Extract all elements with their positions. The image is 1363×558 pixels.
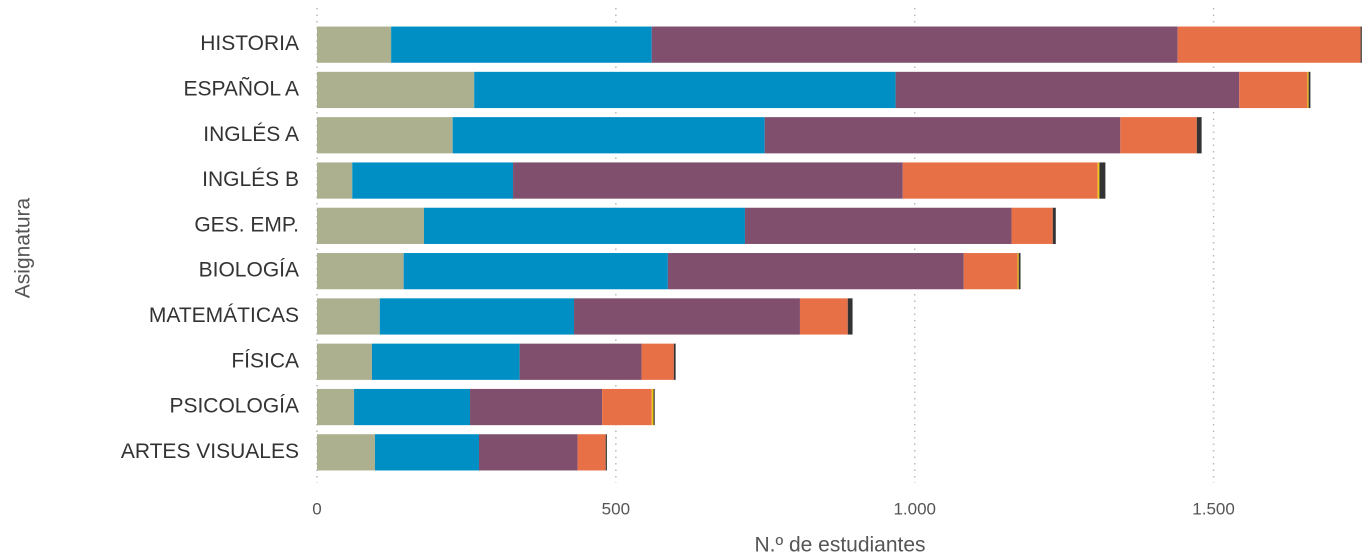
bar-segment (513, 162, 903, 199)
bar-segment (354, 388, 471, 426)
bar-segment (519, 343, 642, 380)
bar-segment (474, 71, 896, 109)
bar-segment (379, 298, 575, 335)
bar-segment (317, 71, 475, 109)
bar-segment (317, 343, 372, 380)
x-tick-label: 1.500 (1192, 499, 1235, 518)
bar-segment (470, 388, 603, 426)
bar-segment (673, 343, 676, 380)
bar-segment (605, 434, 607, 471)
bar-segment (1011, 207, 1053, 244)
bar-segment (403, 253, 668, 290)
x-tick-label: 1.000 (893, 499, 936, 518)
bar-segment (1239, 71, 1308, 109)
x-tick-label: 0 (312, 499, 321, 518)
x-axis-title: N.º de estudiantes (754, 534, 925, 557)
bar-segment (1307, 71, 1309, 109)
bar-segment (577, 434, 606, 471)
bar-segment (317, 26, 392, 63)
bar-segment (653, 388, 655, 426)
bar-segment (317, 117, 453, 154)
bar-segment (317, 388, 355, 426)
bar-segment (1052, 207, 1056, 244)
bar-segment (317, 298, 380, 335)
bar-segment (764, 117, 1121, 154)
bar-segment (1018, 253, 1021, 290)
bar-segment (895, 71, 1240, 109)
bar-segment (641, 343, 674, 380)
bar-segment (317, 162, 353, 199)
y-tick-label: BIOLOGÍA (199, 259, 299, 282)
y-tick-label: PSICOLOGÍA (169, 395, 299, 418)
bar-segment (651, 26, 1178, 63)
bar-segment (352, 162, 514, 199)
y-tick-label: GES. EMP. (194, 213, 299, 236)
bar-segment (744, 207, 1012, 244)
bar-segment (1097, 162, 1100, 199)
y-tick-label: HISTORIA (200, 32, 299, 55)
bar-segment (1177, 26, 1361, 63)
bar-segment (371, 343, 520, 380)
bar-segment (799, 298, 848, 335)
y-tick-label: ARTES VISUALES (121, 440, 299, 463)
bar-segment (847, 298, 853, 335)
y-tick-label: MATEMÁTICAS (149, 304, 299, 327)
y-tick-label: ESPAÑOL A (183, 76, 299, 100)
y-tick-label: INGLÉS A (203, 123, 299, 146)
bar-segment (902, 162, 1098, 199)
y-tick-label: INGLÉS B (202, 168, 299, 191)
bar-segment (1120, 117, 1197, 154)
bar-segment (317, 253, 404, 290)
bar-segment (1308, 71, 1311, 109)
bar-segment (651, 388, 654, 426)
bar-segment (317, 207, 424, 244)
bar-segment (452, 117, 765, 154)
bar-segment (1360, 26, 1362, 63)
bar-segment (374, 434, 479, 471)
bar-segment (391, 26, 652, 63)
bar-segment (317, 434, 375, 471)
bar-segment (1017, 253, 1019, 290)
bar-segment (574, 298, 800, 335)
bar-segment (602, 388, 652, 426)
bar-segment (423, 207, 745, 244)
y-tick-label: FÍSICA (231, 349, 299, 372)
x-tick-label: 500 (602, 499, 630, 518)
bar-segment (667, 253, 964, 290)
y-axis-title: Asignatura (12, 197, 35, 298)
bar-segment (478, 434, 578, 471)
bar-segment (963, 253, 1018, 290)
bar-segment (1099, 162, 1106, 199)
bar-segment (1196, 117, 1202, 154)
